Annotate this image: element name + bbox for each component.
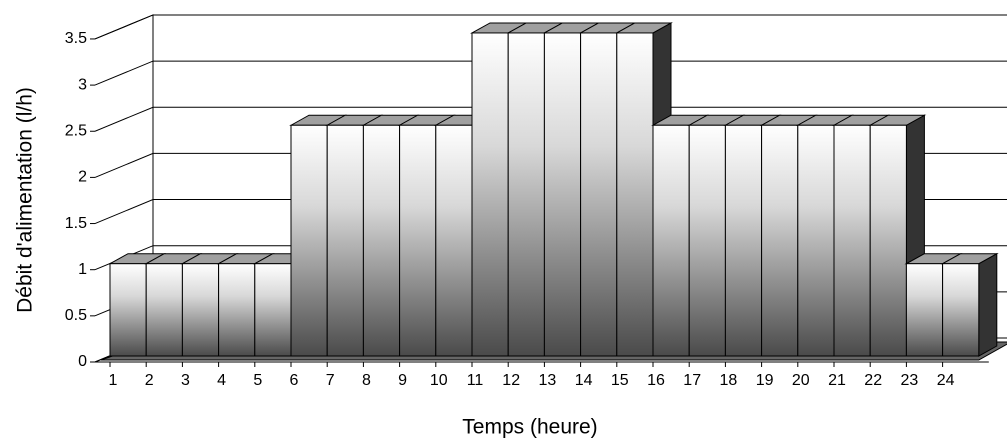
bar	[326, 124, 364, 357]
bar	[145, 263, 183, 357]
bar	[290, 124, 328, 357]
bar	[362, 124, 401, 357]
y-tick-label: 3	[78, 76, 87, 93]
x-tick-label: 1	[109, 372, 118, 389]
bar-side	[652, 22, 672, 127]
x-tick-label: 5	[253, 372, 262, 389]
x-tick-label: 14	[575, 372, 593, 389]
bar	[580, 32, 618, 357]
y-tick-label: 2	[78, 169, 87, 186]
grid-line	[94, 106, 1007, 132]
grid-line	[94, 14, 1007, 40]
x-tick-label: 4	[217, 372, 226, 389]
x-tick-label: 8	[362, 372, 371, 389]
bar	[833, 124, 871, 357]
x-tick-label: 11	[467, 372, 484, 389]
x-tick-label: 16	[647, 372, 665, 389]
bar	[688, 124, 726, 357]
x-axis-title: Temps (heure)	[462, 416, 597, 439]
x-tick-label: 21	[828, 372, 846, 389]
y-tick-label: 3.5	[65, 30, 87, 47]
x-tick-label: 13	[539, 372, 557, 389]
x-tick-label: 15	[611, 372, 629, 389]
x-tick-label: 24	[937, 372, 955, 389]
bar	[797, 124, 835, 357]
x-tick-label: 6	[290, 372, 299, 389]
y-tick-label: 1.5	[65, 215, 87, 232]
bar	[218, 263, 256, 357]
bar-side	[978, 252, 998, 357]
x-tick-label: 2	[145, 372, 154, 389]
bar	[435, 124, 473, 357]
bar	[942, 263, 980, 357]
x-tick-label: 19	[756, 372, 774, 389]
y-tick-label: 2.5	[65, 122, 87, 139]
x-tick-label: 3	[181, 372, 190, 389]
grid-line	[94, 60, 1007, 86]
bar-side	[905, 114, 925, 265]
x-tick-label: 22	[864, 372, 882, 389]
bar	[399, 124, 437, 357]
x-tick-label: 10	[430, 372, 448, 389]
bar	[905, 263, 944, 357]
x-tick-label: 20	[792, 372, 810, 389]
bar	[652, 124, 690, 357]
bar	[869, 124, 907, 357]
bar	[761, 124, 799, 357]
bar	[616, 32, 654, 357]
bar	[254, 263, 292, 357]
x-tick-label: 9	[398, 372, 407, 389]
y-tick-label: 0.5	[65, 307, 87, 324]
bar	[543, 32, 582, 357]
y-tick-label: 0	[78, 353, 87, 370]
y-axis-title: Débit d'alimentation (l/h)	[14, 87, 37, 313]
x-tick-label: 17	[683, 372, 701, 389]
x-tick-label: 12	[502, 372, 520, 389]
x-tick-label: 18	[720, 372, 738, 389]
x-tick-label: 23	[901, 372, 919, 389]
bar	[507, 32, 545, 357]
bar	[471, 32, 509, 357]
bar	[181, 263, 220, 357]
bar	[724, 124, 763, 357]
bar	[109, 263, 147, 357]
y-tick-label: 1	[78, 261, 87, 278]
x-tick-label: 7	[326, 372, 335, 389]
